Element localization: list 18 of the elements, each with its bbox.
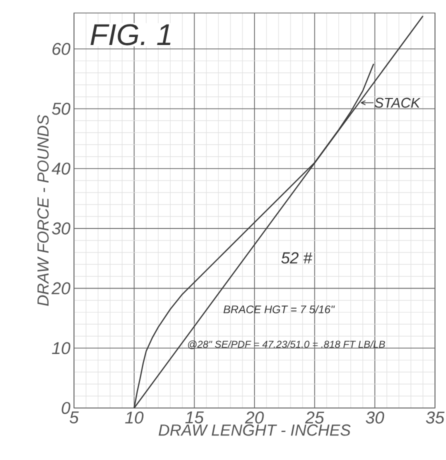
y-tick-label: 60 <box>52 42 70 55</box>
x-tick-label: 30 <box>366 412 384 424</box>
y-tick-label: 30 <box>52 222 70 234</box>
x-tick-label: 5 <box>70 412 79 424</box>
x-tick-label: 25 <box>305 412 324 424</box>
x-tick-label: 35 <box>426 412 444 424</box>
y-tick-label: 50 <box>52 102 70 115</box>
chart-title: FIG. 1 <box>90 24 170 46</box>
y-tick-label: 20 <box>51 282 70 294</box>
annotation: 52 # <box>281 252 312 264</box>
y-tick-label: 10 <box>52 342 70 354</box>
x-tick-label: 15 <box>185 412 204 424</box>
x-axis-title: DRAW LENGHT - INCHES <box>158 424 351 436</box>
y-tick-label: 40 <box>52 162 70 175</box>
x-tick-label: 10 <box>125 412 144 424</box>
x-tick-label: 20 <box>244 412 264 424</box>
y-axis-title: DRAW FORCE - POUNDS <box>37 114 49 306</box>
y-tick-label: 0 <box>62 402 70 414</box>
